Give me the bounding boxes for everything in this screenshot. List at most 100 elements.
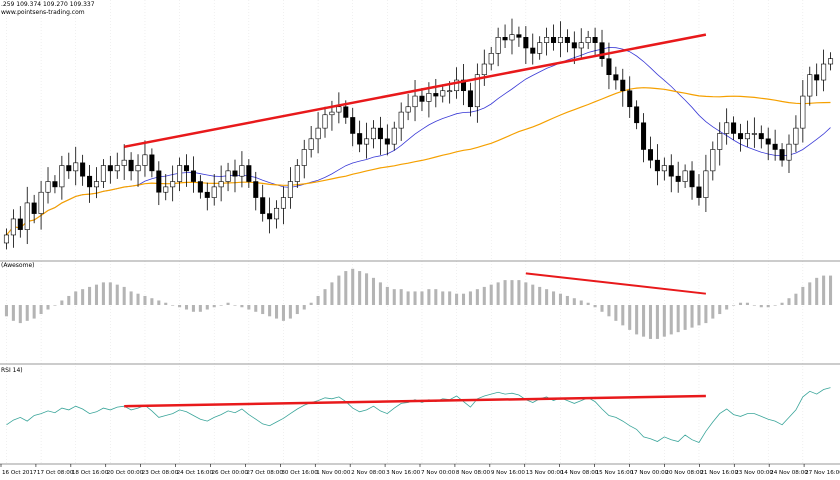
candle-body [204,191,210,198]
candle-body [571,42,577,49]
awesome-bar [655,305,659,339]
candle-body [260,197,266,214]
candle-body [412,95,418,108]
candle-body [80,162,86,177]
candle-body [59,165,65,188]
rsi-panel [6,387,831,443]
candle-body [405,106,411,113]
candle-body [73,162,79,172]
candle-body [509,34,515,41]
awesome-bar [275,305,279,319]
candle-body [814,74,820,81]
awesome-bar [302,305,306,310]
panel-separators [0,260,840,465]
candle-body [751,133,757,135]
awesome-bar [365,273,369,305]
time-tick-label: 23 Nov 00:00 [735,470,773,476]
time-tick-label: 15 Nov 16:00 [596,470,634,476]
time-tick-label: 9 Nov 16:00 [491,470,526,476]
awesome-bar [607,305,611,317]
candle-body [606,58,612,76]
awesome-bar [108,282,112,305]
awesome-bar [143,295,147,305]
candle-body [128,159,134,172]
awesome-bar [441,291,445,305]
awesome-bar [628,305,632,330]
candle-body [765,138,771,145]
candle-body [93,181,100,188]
candle-body [384,138,390,145]
candle-body [495,37,501,54]
candle-body [433,93,439,97]
candle-body [336,106,342,113]
time-tick-label: 16 Oct 2017 [2,470,37,476]
awesome-bar [46,305,50,310]
time-tick-label: 30 Oct 16:00 [281,470,318,476]
candle-body [52,181,58,188]
awesome-bar [732,305,736,306]
awesome-bar [545,289,549,305]
candle-body [557,37,563,43]
awesome-bar [247,305,251,310]
price-candles [3,18,834,250]
awesome-bar [219,305,223,306]
awesome-bar [600,305,604,312]
candle-body [391,127,397,145]
awesome-bar [531,284,535,305]
awesome-bar [129,291,133,305]
grid [6,0,804,463]
awesome-bar [88,286,92,305]
watermark-url: www.pointsens-trading.com [1,9,85,16]
awesome-bar [780,302,784,305]
awesome-bar [801,286,805,305]
awesome-bar [455,293,459,305]
awesome-bar [642,305,646,337]
candle-body [585,37,591,43]
candle-body [190,170,196,182]
candle-body [474,74,480,108]
awesome-bar [434,289,438,305]
candle-body [350,117,356,134]
candle-body [682,170,688,182]
awesome-bar [74,291,78,305]
awesome-bar [288,305,292,319]
awesome-bar [233,305,237,306]
awesome-oscillator-panel [4,268,833,339]
rsi-panel-label: RSI 14) [1,367,23,374]
rsi-divergence-line [124,394,706,408]
candle-body [156,170,162,193]
awesome-bar [489,284,493,305]
awesome-bar [808,282,812,305]
awesome-bar [621,305,625,326]
candle-body [38,191,44,214]
awesome-bar [344,271,348,305]
awesome-bar [358,271,362,305]
awesome-bar [240,305,244,308]
ma-slow-line [6,87,831,236]
awesome-bar [11,305,15,321]
candle-body [592,37,598,43]
candle-body [163,186,169,193]
candle-body [675,175,681,182]
candle-body [308,138,314,150]
awesome-bar [254,305,258,312]
candle-body [731,122,737,134]
awesome-bar [704,305,708,324]
candle-body [447,90,453,93]
candle-body [267,213,273,220]
candle-body [419,95,425,102]
awesome-bar [420,291,424,305]
awesome-bar [191,305,195,312]
candle-body [454,79,460,92]
time-tick-label: 24 Nov 08:00 [770,470,808,476]
candle-body [689,170,695,188]
candle-body [377,127,383,140]
awesome-bar [662,305,666,337]
time-tick-label: 27 Nov 16:00 [805,470,840,476]
awesome-bar [406,291,410,305]
candle-body [274,207,280,220]
candle-body [280,197,286,209]
awesome-bar [697,305,701,326]
candle-body [481,63,487,76]
candle-body [294,165,300,182]
